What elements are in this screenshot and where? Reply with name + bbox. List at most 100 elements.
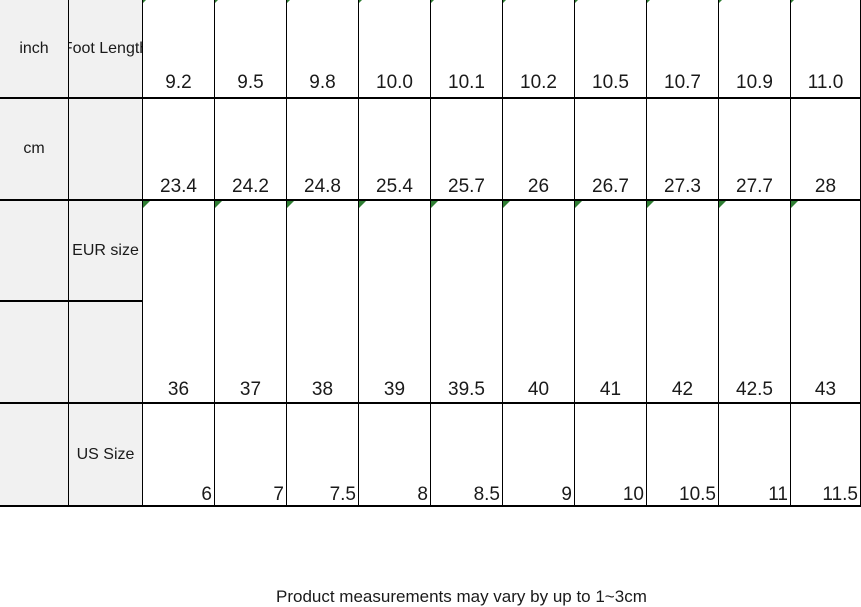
cell-empty xyxy=(0,201,69,302)
inch-value: 10.5 xyxy=(592,72,629,93)
comment-indicator-icon xyxy=(647,201,654,208)
cell-empty xyxy=(0,404,69,507)
eur-value: 40 xyxy=(527,379,550,400)
foot-length-label: Foot Length xyxy=(69,39,142,57)
comment-indicator-icon xyxy=(791,0,798,3)
comment-indicator-icon xyxy=(503,0,510,3)
us-value-cell: 11 xyxy=(719,404,791,507)
us-value: 10.5 xyxy=(679,484,716,505)
inch-value-cell: 10.1 xyxy=(431,0,503,99)
cm-value-cell: 27.3 xyxy=(647,99,719,201)
eur-value: 41 xyxy=(599,379,622,400)
inch-value: 10.0 xyxy=(376,72,413,93)
us-value-cell: 10 xyxy=(575,404,647,507)
inch-value: 9.8 xyxy=(309,72,336,93)
cell-foot-length-label: Foot Length xyxy=(69,0,143,99)
eur-value-cell: 39.5 xyxy=(431,201,503,404)
us-value: 7.5 xyxy=(329,484,356,505)
cm-value: 24.8 xyxy=(304,176,341,197)
cm-value-cell: 25.4 xyxy=(359,99,431,201)
inch-value: 10.9 xyxy=(736,72,773,93)
cm-value: 23.4 xyxy=(160,176,197,197)
inch-value: 9.2 xyxy=(165,72,192,93)
inch-value: 10.2 xyxy=(520,72,557,93)
comment-indicator-icon xyxy=(647,0,654,3)
us-value: 6 xyxy=(201,484,212,505)
eur-value-cell: 38 xyxy=(287,201,359,404)
comment-indicator-icon xyxy=(287,201,294,208)
us-size-label: US Size xyxy=(76,445,135,463)
inch-value: 10.1 xyxy=(448,72,485,93)
inch-value-cell: 10.2 xyxy=(503,0,575,99)
us-value: 8.5 xyxy=(473,484,500,505)
eur-value-cell: 42 xyxy=(647,201,719,404)
cm-label: cm xyxy=(23,140,45,157)
inch-label: inch xyxy=(19,39,49,57)
us-value-cell: 7 xyxy=(215,404,287,507)
cell-empty xyxy=(69,302,143,404)
comment-indicator-icon xyxy=(719,201,726,208)
eur-value: 39 xyxy=(383,379,406,400)
us-value: 8 xyxy=(417,484,428,505)
cell-eur-size-label: EUR size xyxy=(69,201,143,302)
comment-indicator-icon xyxy=(215,0,222,3)
comment-indicator-icon xyxy=(431,0,438,3)
us-value-cell: 11.5 xyxy=(791,404,861,507)
inch-value-cell: 11.0 xyxy=(791,0,861,99)
comment-indicator-icon xyxy=(791,201,798,208)
eur-value-cell: 42.5 xyxy=(719,201,791,404)
comment-indicator-icon xyxy=(143,201,150,208)
us-value-cell: 8 xyxy=(359,404,431,507)
us-value-cell: 10.5 xyxy=(647,404,719,507)
cm-value: 28 xyxy=(814,176,837,197)
cell-empty xyxy=(0,302,69,404)
inch-value-cell: 10.5 xyxy=(575,0,647,99)
inch-value: 10.7 xyxy=(664,72,701,93)
comment-indicator-icon xyxy=(143,0,150,3)
cm-value-cell: 24.8 xyxy=(287,99,359,201)
eur-value: 38 xyxy=(311,379,334,400)
eur-value-cell: 41 xyxy=(575,201,647,404)
cm-value: 27.3 xyxy=(664,176,701,197)
cm-value: 26.7 xyxy=(592,176,629,197)
eur-size-label: EUR size xyxy=(72,241,139,259)
comment-indicator-icon xyxy=(287,0,294,3)
cm-value: 27.7 xyxy=(736,176,773,197)
comment-indicator-icon xyxy=(575,201,582,208)
eur-value: 39.5 xyxy=(448,379,485,400)
cm-value-cell: 26.7 xyxy=(575,99,647,201)
us-value: 10 xyxy=(622,484,644,505)
eur-value-cell: 40 xyxy=(503,201,575,404)
us-value: 7 xyxy=(273,484,284,505)
comment-indicator-icon xyxy=(575,0,582,3)
cm-value-cell: 28 xyxy=(791,99,861,201)
eur-value: 37 xyxy=(239,379,262,400)
us-value: 11.5 xyxy=(822,484,858,505)
inch-value-cell: 10.9 xyxy=(719,0,791,99)
us-value-cell: 7.5 xyxy=(287,404,359,507)
cm-value-cell: 24.2 xyxy=(215,99,287,201)
inch-value-cell: 10.0 xyxy=(359,0,431,99)
comment-indicator-icon xyxy=(359,201,366,208)
us-value-cell: 9 xyxy=(503,404,575,507)
eur-value: 42 xyxy=(671,379,694,400)
comment-indicator-icon xyxy=(503,201,510,208)
eur-value-cell: 36 xyxy=(143,201,215,404)
cm-value: 25.4 xyxy=(376,176,413,197)
cell-us-size-label: US Size xyxy=(69,404,143,507)
inch-value-cell: 9.8 xyxy=(287,0,359,99)
comment-indicator-icon xyxy=(719,0,726,3)
cm-value-cell: 23.4 xyxy=(143,99,215,201)
inch-value-cell: 10.7 xyxy=(647,0,719,99)
comment-indicator-icon xyxy=(215,201,222,208)
us-value: 11 xyxy=(768,484,788,505)
us-value-cell: 8.5 xyxy=(431,404,503,507)
cm-value-cell: 27.7 xyxy=(719,99,791,201)
inch-value: 11.0 xyxy=(807,72,844,93)
us-value: 9 xyxy=(561,484,572,505)
cell-inch-label: inch xyxy=(0,0,69,99)
eur-value: 43 xyxy=(814,379,837,400)
eur-value-cell: 43 xyxy=(791,201,861,404)
cell-cm-label: cm xyxy=(0,99,69,201)
inch-value: 9.5 xyxy=(237,72,264,93)
